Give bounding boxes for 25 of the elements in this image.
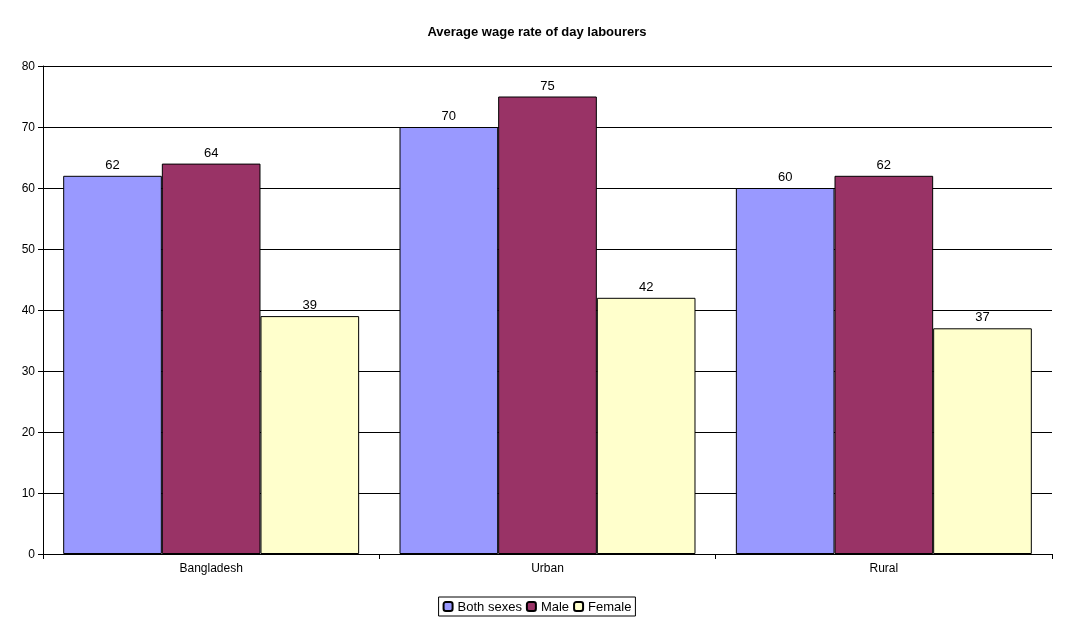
legend-label: Both sexes	[457, 599, 523, 614]
y-tick-label: 10	[21, 486, 36, 500]
data-label: 37	[975, 309, 990, 325]
chart-title: Average wage rate of day labourers	[427, 24, 647, 39]
data-label: 75	[540, 77, 555, 93]
x-tick-label: Bangladesh	[179, 561, 243, 575]
data-label: 62	[876, 156, 892, 172]
y-tick-label: 40	[21, 303, 36, 317]
data-label: 64	[203, 144, 219, 160]
x-tick-label: Urban	[531, 561, 564, 575]
data-label: 62	[105, 156, 120, 172]
data-label: 60	[777, 169, 793, 184]
y-tick-label: 20	[21, 425, 36, 439]
data-label: 70	[441, 108, 457, 123]
y-tick-label: 0	[28, 547, 36, 561]
y-tick-label: 70	[21, 120, 36, 134]
y-tick-label: 30	[21, 364, 36, 378]
legend-label: Male	[540, 599, 570, 614]
y-tick-label: 50	[21, 242, 36, 256]
y-tick-label: 60	[21, 181, 36, 195]
y-tick-label: 80	[21, 59, 36, 73]
data-label: 39	[302, 297, 318, 313]
data-label: 42	[638, 278, 654, 294]
legend-label: Female	[588, 599, 632, 614]
x-tick-label: Rural	[869, 561, 899, 575]
